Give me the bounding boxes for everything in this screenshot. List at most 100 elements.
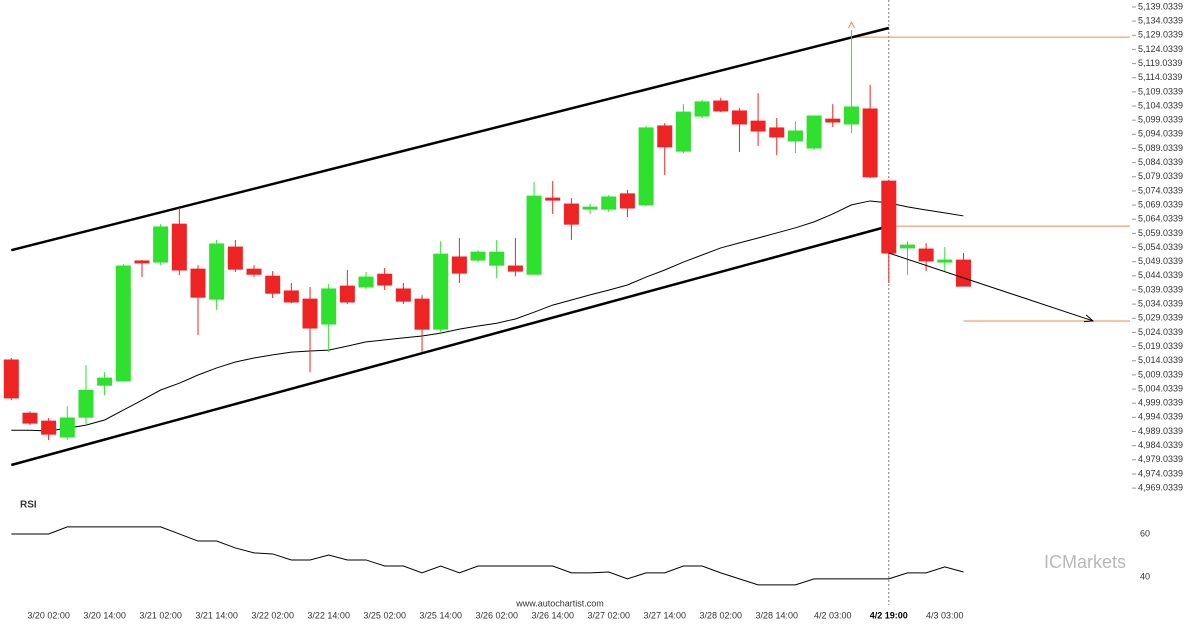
y-tick-label: 5,069.0339 <box>1138 199 1183 209</box>
y-tick-label: 5,009.0339 <box>1138 369 1183 379</box>
candle-body <box>918 248 934 262</box>
y-tick-label: 5,094.0339 <box>1138 129 1183 139</box>
y-tick-label: 5,134.0339 <box>1138 16 1183 26</box>
candle-body <box>862 108 878 178</box>
y-tick-label: 5,099.0339 <box>1138 115 1183 125</box>
y-tick-label: 5,084.0339 <box>1138 157 1183 167</box>
candle-body <box>321 288 337 325</box>
y-tick-label: 4,979.0339 <box>1138 454 1183 464</box>
rsi-tick-label: 40 <box>1140 571 1150 581</box>
y-tick-label: 5,034.0339 <box>1138 299 1183 309</box>
y-tick-label: 5,064.0339 <box>1138 214 1183 224</box>
candle-body <box>582 206 598 210</box>
candle-body <box>283 290 299 303</box>
candle-body <box>694 101 710 117</box>
candle-body <box>787 130 803 142</box>
candle-body <box>638 127 654 206</box>
candle-body <box>619 193 635 209</box>
y-tick-label: 5,124.0339 <box>1138 44 1183 54</box>
candle-body <box>97 377 113 386</box>
x-tick-label: 3/21 02:00 <box>139 610 182 620</box>
candle-body <box>806 115 822 149</box>
candle-body <box>937 259 953 263</box>
candle-body <box>209 243 225 300</box>
candle-body <box>134 260 150 264</box>
y-tick-label: 5,109.0339 <box>1138 86 1183 96</box>
candle-body <box>78 389 94 418</box>
rsi-line <box>11 526 964 586</box>
brand-logo: ICMarkets <box>1044 552 1126 572</box>
candle-body <box>545 197 561 201</box>
y-tick-label: 5,119.0339 <box>1138 58 1182 68</box>
candle-body <box>881 180 897 254</box>
candle-body <box>358 276 374 288</box>
y-tick-label: 5,049.0339 <box>1138 256 1183 266</box>
y-tick-label: 4,999.0339 <box>1138 398 1183 408</box>
candle-body <box>41 420 57 435</box>
x-tick-label: 3/27 02:00 <box>587 610 630 620</box>
x-tick-label: 3/22 02:00 <box>251 610 294 620</box>
candle-body <box>302 298 318 329</box>
candle-body <box>489 251 505 266</box>
channel-upper <box>10 26 890 252</box>
x-tick-label: 3/26 02:00 <box>475 610 518 620</box>
candle-body <box>955 259 971 287</box>
y-tick-label: 5,129.0339 <box>1138 30 1183 40</box>
channel-lower <box>10 224 890 467</box>
y-tick-label: 4,994.0339 <box>1138 412 1183 422</box>
y-tick-label: 4,984.0339 <box>1138 440 1183 450</box>
candle-body <box>22 412 38 424</box>
y-tick-label: 5,039.0339 <box>1138 284 1183 294</box>
candle-body <box>246 268 262 275</box>
candle-body <box>3 359 19 399</box>
candle-body <box>171 223 187 271</box>
candle-body <box>769 127 785 138</box>
x-tick-label: 3/25 02:00 <box>363 610 406 620</box>
y-tick-label: 5,139.0339 <box>1138 1 1183 11</box>
candle-body <box>395 288 411 302</box>
x-tick-label: 3/25 14:00 <box>419 610 462 620</box>
x-tick-label: 3/21 14:00 <box>195 610 238 620</box>
y-tick-label: 5,024.0339 <box>1138 327 1183 337</box>
candle-body <box>526 195 542 275</box>
candle-body <box>731 110 747 125</box>
y-tick-label: 5,079.0339 <box>1138 171 1183 181</box>
candle-body <box>825 118 841 123</box>
x-tick-label: 3/27 14:00 <box>643 610 686 620</box>
x-tick-label: 3/28 02:00 <box>699 610 742 620</box>
candle-body <box>59 417 75 438</box>
y-tick-label: 5,029.0339 <box>1138 313 1183 323</box>
y-tick-label: 5,114.0339 <box>1138 72 1182 82</box>
x-tick-label: 4/2 19:00 <box>870 610 908 620</box>
y-tick-label: 4,974.0339 <box>1138 468 1183 478</box>
candle-body <box>377 273 393 286</box>
candle-body <box>713 100 729 112</box>
candle-body <box>657 125 673 148</box>
forecast-arrow <box>888 252 1094 322</box>
candle-body <box>507 265 523 272</box>
candle-body <box>339 285 355 303</box>
candle-body <box>750 120 766 132</box>
x-tick-label: 3/20 14:00 <box>83 610 126 620</box>
rsi-tick-label: 60 <box>1140 528 1150 538</box>
candle-body <box>899 244 915 249</box>
y-tick-label: 5,014.0339 <box>1138 355 1183 365</box>
candle-body <box>265 275 281 294</box>
y-tick-label: 5,089.0339 <box>1138 143 1183 153</box>
x-tick-label: 3/26 14:00 <box>531 610 574 620</box>
candle-body <box>433 253 449 330</box>
y-tick-label: 4,969.0339 <box>1138 482 1183 492</box>
y-tick-label: 5,044.0339 <box>1138 270 1183 280</box>
y-tick-label: 5,019.0339 <box>1138 341 1183 351</box>
y-tick-label: 5,059.0339 <box>1138 228 1183 238</box>
candle-body <box>470 251 486 261</box>
x-tick-label: 3/22 14:00 <box>307 610 350 620</box>
candle-body <box>414 298 430 330</box>
y-tick-label: 5,054.0339 <box>1138 242 1183 252</box>
candle-body <box>601 196 617 210</box>
y-tick-label: 5,004.0339 <box>1138 383 1183 393</box>
x-tick-label: 4/2 03:00 <box>814 610 852 620</box>
